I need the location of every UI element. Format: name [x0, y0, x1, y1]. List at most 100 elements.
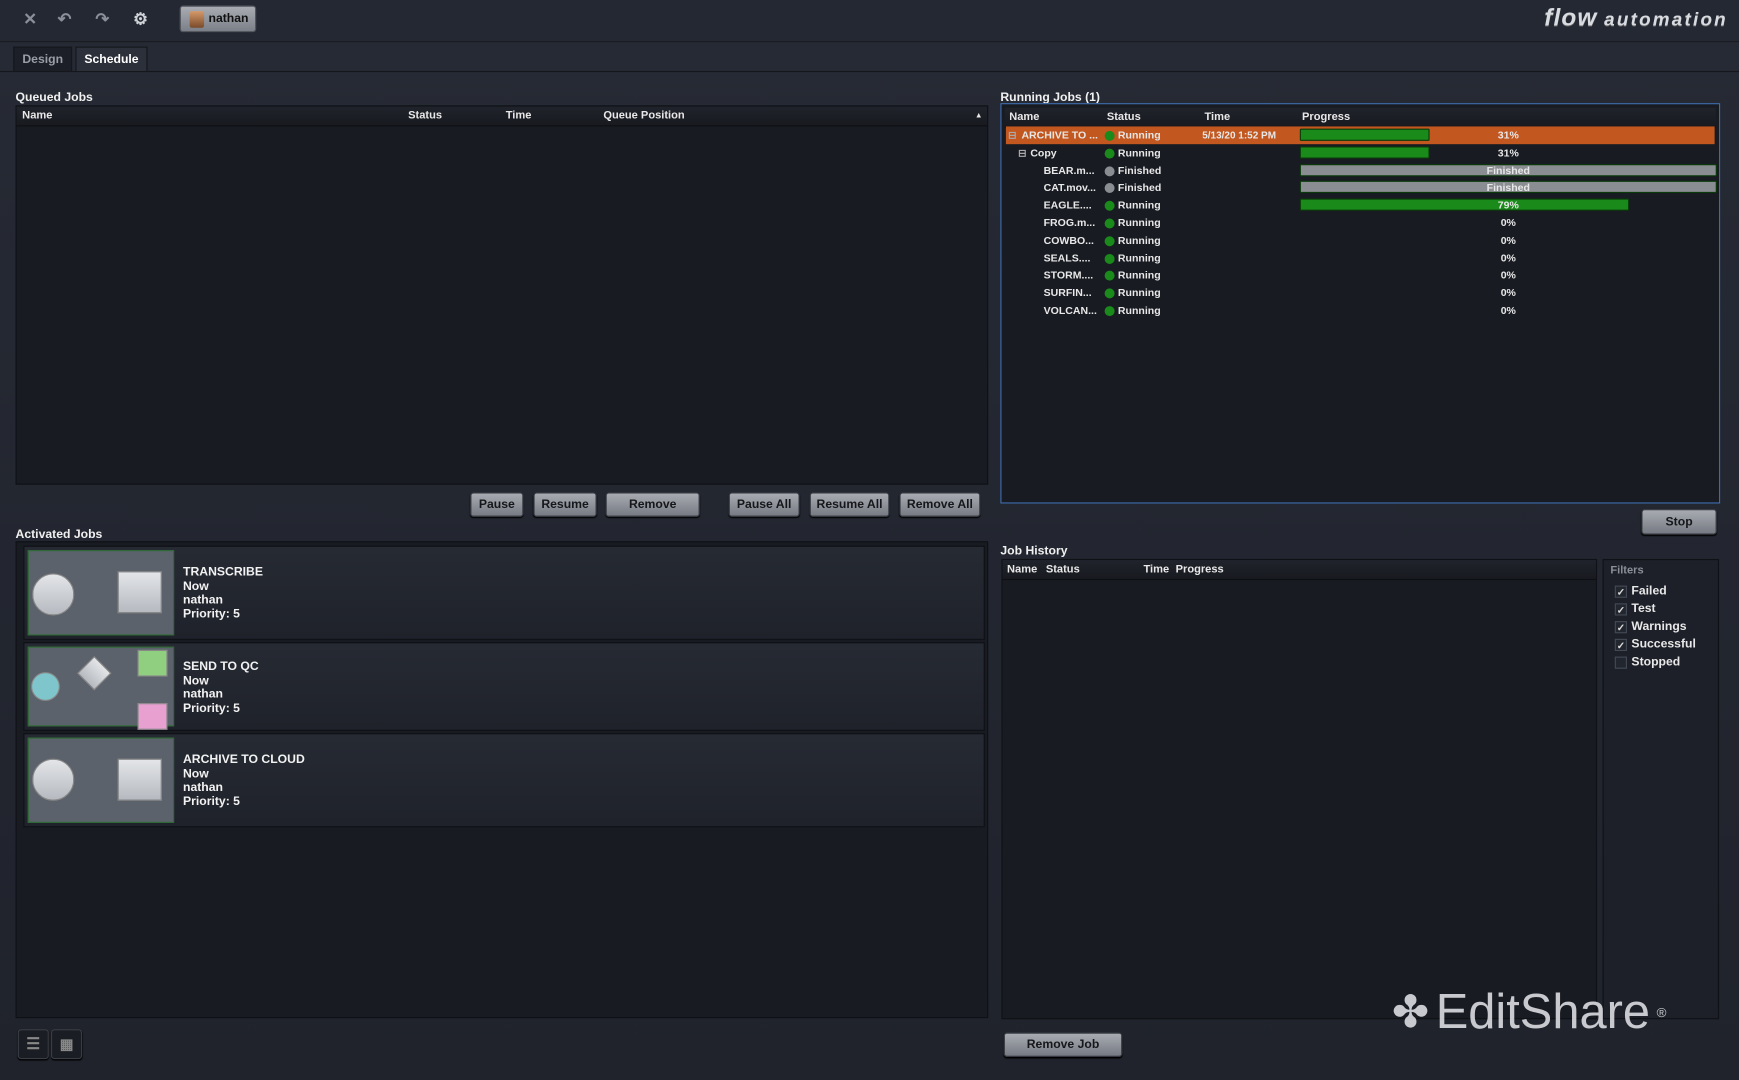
job-status: Running — [1117, 217, 1161, 230]
pause-button[interactable]: Pause — [470, 492, 524, 517]
editshare-watermark: ✤ EditShare ® — [1391, 984, 1667, 1040]
status-dot-icon — [1104, 218, 1115, 229]
job-name: ARCHIVE TO ... — [1021, 129, 1098, 142]
running-job-row[interactable]: CAT.mov... Finished Finished — [1006, 179, 1717, 197]
col-status[interactable]: Status — [1045, 563, 1080, 576]
progress-label: 79% — [1497, 199, 1519, 213]
col-name[interactable]: Name — [1009, 110, 1040, 124]
undo-icon[interactable]: ↶ — [57, 9, 72, 29]
filters-title: Filters — [1610, 564, 1644, 577]
tab-design[interactable]: Design — [13, 46, 73, 71]
status-dot-icon — [1104, 165, 1115, 176]
col-progress[interactable]: Progress — [1302, 110, 1351, 124]
running-job-row[interactable]: ⊟ ARCHIVE TO ... Running 5/13/20 1:52 PM 31% — [1005, 126, 1715, 145]
col-status[interactable]: Status — [408, 109, 443, 122]
job-card-archive-to-cloud[interactable]: ARCHIVE TO CLOUD Now nathan Priority: 5 — [23, 733, 985, 828]
gears-icon[interactable]: ⚙ — [133, 9, 149, 29]
collapse-icon[interactable]: ⊟ — [1018, 147, 1027, 159]
running-job-row[interactable]: EAGLE.... Running 79% — [1006, 197, 1715, 215]
progress-bar — [1299, 198, 1630, 211]
job-when: Now — [182, 673, 209, 688]
job-status: Finished — [1117, 182, 1162, 195]
resume-button[interactable]: Resume — [533, 492, 597, 517]
job-history-title: Job History — [1000, 544, 1068, 558]
tab-schedule[interactable]: Schedule — [75, 46, 148, 71]
running-job-row[interactable]: FROG.m... Running 0% — [1006, 214, 1715, 232]
col-queue-position[interactable]: Queue Position — [603, 109, 685, 122]
sort-arrow-icon[interactable]: ▲ — [974, 112, 983, 120]
running-job-row[interactable]: STORM.... Running 0% — [1006, 267, 1715, 285]
filter-successful-checkbox[interactable]: ✓ Successful — [1614, 638, 1696, 651]
col-status[interactable]: Status — [1106, 110, 1141, 124]
job-name: EAGLE.... — [1043, 199, 1092, 213]
remove-button[interactable]: Remove — [605, 492, 700, 517]
remove-job-button[interactable]: Remove Job — [1003, 1032, 1123, 1057]
stop-button[interactable]: Stop — [1641, 509, 1717, 535]
col-name[interactable]: Name — [1007, 563, 1038, 576]
job-status: Running — [1117, 252, 1161, 265]
job-name: TRANSCRIBE — [182, 565, 263, 579]
col-time[interactable]: Time — [1204, 110, 1231, 124]
flow-automation-logo: flow automation — [1544, 3, 1728, 32]
status-dot-icon — [1104, 130, 1115, 141]
status-dot-icon — [1104, 148, 1115, 159]
col-time[interactable]: Time — [1143, 563, 1170, 576]
job-name: SEALS.... — [1043, 252, 1091, 265]
running-job-row[interactable]: SEALS.... Running 0% — [1006, 249, 1715, 267]
card-view-icon[interactable]: ▦ — [51, 1029, 83, 1060]
job-name: SEND TO QC — [182, 659, 259, 674]
progress-bar — [1299, 146, 1430, 159]
filter-failed-checkbox[interactable]: ✓ Failed — [1614, 584, 1667, 598]
checkbox-icon[interactable] — [1614, 656, 1627, 669]
job-card-transcribe[interactable]: TRANSCRIBE Now nathan Priority: 5 — [23, 545, 985, 640]
running-job-row[interactable]: ⊟ Copy Running 31% — [1006, 144, 1715, 162]
job-card-send-to-qc[interactable]: SEND TO QC Now nathan Priority: 5 — [23, 642, 985, 731]
job-history-table[interactable]: Name Status Time Progress — [1001, 558, 1598, 1020]
job-status: Running — [1117, 234, 1161, 248]
job-name: Copy — [1030, 147, 1057, 160]
filter-stopped-checkbox[interactable]: Stopped — [1614, 655, 1681, 669]
job-name: FROG.m... — [1043, 217, 1096, 230]
job-status: Running — [1117, 304, 1161, 318]
filter-label: Stopped — [1631, 655, 1681, 669]
running-job-row[interactable]: VOLCAN... Running 0% — [1006, 302, 1715, 320]
col-progress[interactable]: Progress — [1175, 563, 1224, 576]
running-job-row[interactable]: SURFIN... Running 0% — [1006, 284, 1715, 302]
job-user: nathan — [182, 593, 223, 607]
checkbox-icon[interactable]: ✓ — [1614, 620, 1627, 633]
pause-all-button[interactable]: Pause All — [728, 492, 800, 517]
filter-warnings-checkbox[interactable]: ✓ Warnings — [1614, 619, 1687, 634]
workflow-thumbnail — [27, 737, 175, 823]
progress-label: 31% — [1497, 129, 1519, 142]
status-dot-icon — [1104, 288, 1115, 299]
close-icon[interactable]: ✕ — [23, 9, 38, 29]
job-status: Finished — [1117, 164, 1162, 177]
running-job-row[interactable]: BEAR.m... Finished Finished — [1006, 161, 1717, 179]
avatar — [189, 10, 205, 28]
checkbox-icon[interactable]: ✓ — [1614, 585, 1627, 598]
running-jobs-table[interactable]: Name Status Time Progress ⊟ ARCHIVE TO ..… — [1000, 103, 1721, 504]
job-priority: Priority: 5 — [182, 701, 240, 715]
checkbox-icon[interactable]: ✓ — [1614, 638, 1627, 651]
progress-label: 0% — [1500, 234, 1516, 248]
resume-all-button[interactable]: Resume All — [809, 492, 890, 517]
progress-label: 31% — [1497, 147, 1519, 160]
job-name: STORM.... — [1043, 269, 1094, 283]
list-view-icon[interactable]: ☰ — [17, 1029, 49, 1060]
job-status: Running — [1117, 199, 1161, 213]
checkbox-icon[interactable]: ✓ — [1614, 602, 1627, 615]
job-status: Running — [1117, 129, 1161, 142]
redo-icon[interactable]: ↷ — [95, 9, 110, 29]
filter-label: Warnings — [1631, 619, 1687, 634]
filters-panel: Filters ✓ Failed ✓ Test ✓ Warnings ✓ Successful… — [1602, 558, 1720, 1020]
filter-test-checkbox[interactable]: ✓ Test — [1614, 602, 1656, 616]
col-time[interactable]: Time — [505, 109, 532, 122]
status-dot-icon — [1104, 200, 1115, 211]
queued-jobs-table[interactable]: Name Status Time Queue Position ▲ — [15, 105, 989, 485]
col-name[interactable]: Name — [22, 109, 53, 122]
user-button[interactable]: nathan — [179, 5, 257, 33]
collapse-icon[interactable]: ⊟ — [1008, 129, 1017, 141]
running-job-row[interactable]: COWBO... Running 0% — [1006, 232, 1715, 250]
progress-label: 0% — [1500, 287, 1516, 300]
remove-all-button[interactable]: Remove All — [899, 492, 981, 517]
